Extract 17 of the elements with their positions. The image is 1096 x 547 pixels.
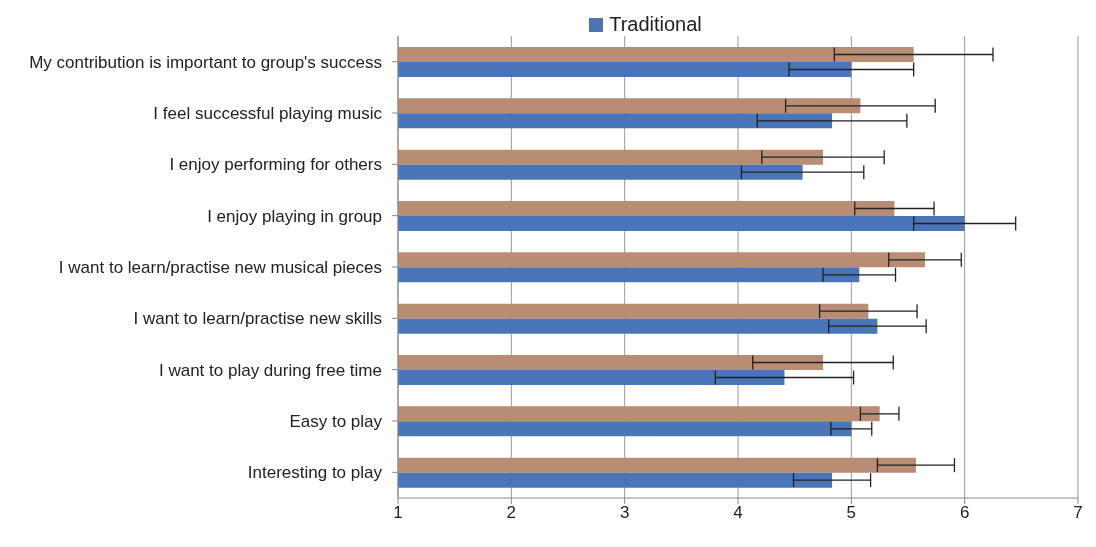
legend-label: Traditional [608,13,702,36]
y-tick-label: I feel successful playing music [153,104,383,124]
y-tick-label: My contribution is important to group's success [29,52,382,72]
y-tick-label: Easy to play [289,412,383,432]
x-tick-label: 7 [1073,503,1083,523]
y-tick-label: I want to learn/practise new skills [133,309,382,329]
x-tick-label: 6 [959,503,970,523]
y-tick-label: I enjoy playing in group [207,206,382,226]
x-tick-label: 1 [393,503,403,523]
y-tick-label: I want to play during free time [158,360,382,380]
x-tick-label: 5 [846,503,857,523]
y-tick-label: I want to learn/practise new musical pieces [58,258,382,278]
y-tick-label: Interesting to play [247,463,383,483]
y-tick-label: I enjoy performing for others [169,155,382,175]
x-tick-label: 3 [619,503,630,523]
x-tick-label: 2 [506,503,517,523]
x-tick-label: 4 [733,503,743,523]
